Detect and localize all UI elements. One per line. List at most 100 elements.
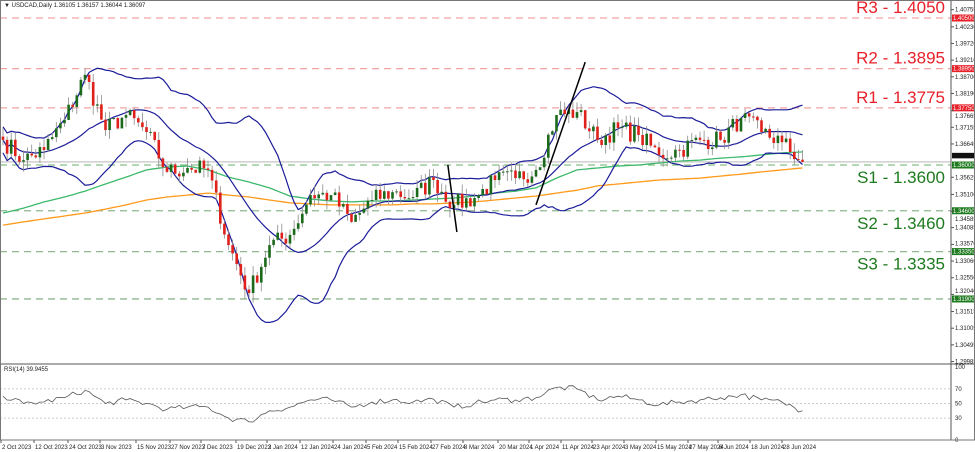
candle-body [260,266,263,283]
candle-body [198,160,202,173]
candle-body [169,164,173,172]
candle-body [620,126,624,129]
candle-body [141,122,144,128]
candle-body [653,145,657,148]
candle-body [588,128,591,132]
ohlc-values: 1.36105 1.36157 1.36044 1.36097 [54,3,146,9]
price-tick-label: 1.37665 [955,114,975,120]
price-tag-label: 1.34600 [953,209,975,215]
rsi-tick-label: 0 [955,438,959,444]
candle-body [465,198,468,208]
candle-body [399,191,402,198]
candle-body [165,167,169,172]
candle-body [276,232,279,240]
date-tick-label: 15 Nov 2023 [137,445,172,451]
trendlines [447,61,586,233]
candle-body [55,128,58,138]
candle-body [22,160,25,162]
candle-body [797,159,800,161]
candle-body [489,175,493,195]
candle-body [768,128,771,138]
candle-body [354,214,357,222]
price-tick-label: 1.33570 [955,242,975,248]
candle-body [321,192,325,195]
current-price-tag [952,152,974,159]
candle-body [752,116,755,118]
rsi-tick-label: 100 [955,365,966,371]
price-tag [952,65,974,73]
candle-body [596,126,599,140]
candle-body [649,133,653,146]
candle-body [444,191,448,202]
candle-body [350,213,353,222]
date-tick-label: 8 Mar 2024 [464,445,495,451]
candle-body [50,137,54,139]
candle-body [182,172,185,177]
date-tick-label: 2 Jan 2024 [268,445,298,451]
date-tick-label: 28 Jun 2024 [783,445,817,451]
candle-body [579,110,583,113]
candle-body [469,198,472,207]
price-tag [952,104,974,112]
candle-body [219,192,222,224]
price-tick-label: 1.40230 [955,25,975,31]
candle-body [731,119,735,128]
date-tick-label: 3 Nov 2023 [101,445,132,451]
candle-body [292,228,296,235]
candle-body [485,189,489,195]
candle-body [395,191,398,193]
candle-body [59,123,62,129]
candle-body [247,289,251,294]
trendline [535,61,586,206]
candle-body [706,139,710,150]
symbol-label: USDCAD,Daily [12,3,52,9]
price-tag [952,14,974,22]
candle-body [575,112,579,118]
candle-body [629,122,632,142]
candle-body [370,199,374,201]
date-tick-label: 18 Jun 2024 [751,445,785,451]
candle-body [235,253,238,265]
rsi-line [2,385,803,423]
candle-body [542,157,546,168]
price-tick-label: 1.32040 [955,289,975,295]
candle-body [538,167,542,170]
candle-body [100,104,103,120]
candle-body [727,127,730,143]
candle-body [124,115,128,118]
date-tick-label: 3 May 2024 [625,445,657,451]
candle-body [559,109,562,116]
candle-body [723,139,726,143]
candle-body [358,212,361,215]
date-tick-label: 6 Jun 2024 [719,445,749,451]
candle-body [510,170,513,172]
candle-body [173,164,177,174]
date-tick-label: 1 Apr 2024 [530,445,560,451]
candle-body [251,275,255,294]
candle-body [128,110,132,116]
collapse-triangle-icon[interactable]: ▼ [4,3,12,9]
rsi-panel: 100 70 50 30 0 [0,363,975,444]
candle-body [571,109,575,118]
price-tag [952,207,974,215]
candle-body [346,204,349,214]
rsi-tick-label: 50 [955,402,962,408]
candle-body [87,74,91,83]
candle-body [665,158,669,160]
date-tick-label: 27 Nov 2023 [171,445,206,451]
level-label: S1 - 1.3600 [857,168,945,187]
level-label: S3 - 1.3335 [857,255,945,274]
price-tag-label: 1.37750 [953,106,975,112]
level-label: R2 - 1.3895 [856,49,945,68]
price-tick-label: 1.34085 [955,226,975,232]
date-tick-label: 11 Apr 2024 [562,445,595,451]
candle-body [104,119,107,131]
candle-body [120,117,124,129]
candle-body [719,131,722,140]
candle-body [739,117,743,132]
candle-body [79,79,83,96]
candle-body [264,257,267,267]
candle-body [419,182,423,188]
candle-body [674,149,677,158]
